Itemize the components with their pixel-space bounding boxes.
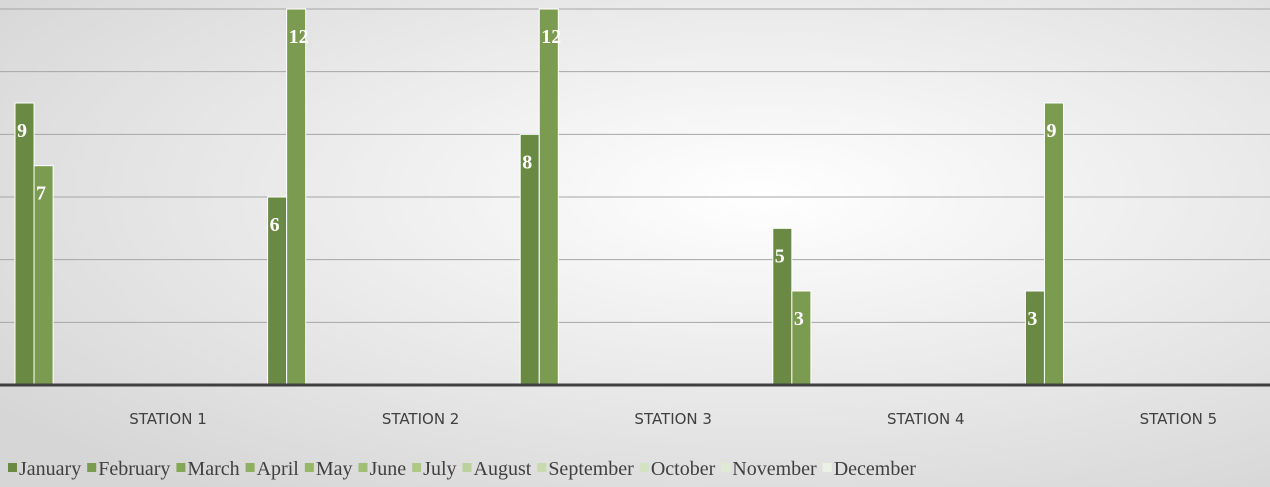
legend-swatch	[462, 463, 472, 472]
bar	[1043, 102, 1064, 386]
legend-swatch	[8, 463, 17, 472]
legend-swatch	[639, 463, 649, 472]
legend-label: June	[370, 458, 407, 480]
bar	[1024, 290, 1045, 386]
legend-swatch	[304, 463, 314, 472]
data-label: 3	[794, 308, 804, 330]
data-label: 5	[775, 245, 785, 267]
legend-label: February	[98, 458, 170, 480]
x-tick-label: STATION 4	[887, 410, 965, 428]
data-label: 12	[289, 26, 309, 48]
legend-swatch	[87, 463, 97, 472]
legend-label: December	[834, 458, 917, 480]
data-label: 3	[1027, 308, 1037, 330]
legend-label: April	[257, 458, 300, 480]
x-tick-label: STATION 3	[634, 410, 712, 428]
legend-swatch	[358, 463, 368, 472]
legend-swatch	[822, 463, 832, 472]
legend-label: November	[732, 458, 817, 480]
legend-label: September	[548, 458, 634, 480]
legend-label: January	[19, 458, 81, 480]
data-label: 8	[522, 151, 532, 173]
legend-swatch	[537, 463, 547, 472]
legend-label: October	[651, 458, 716, 480]
legend-label: July	[423, 458, 456, 480]
bar	[14, 102, 35, 386]
data-label: 12	[541, 26, 561, 48]
x-tick-label: STATION 1	[129, 410, 207, 428]
x-tick-label: STATION 2	[382, 410, 460, 428]
bar	[791, 290, 812, 386]
legend-swatch	[412, 463, 422, 472]
legend-swatch	[721, 463, 731, 472]
legend-label: March	[187, 458, 239, 480]
data-label: 6	[270, 214, 280, 236]
x-tick-label: STATION 5	[1140, 410, 1218, 428]
data-label: 7	[36, 183, 46, 205]
legend-label: August	[474, 458, 532, 480]
data-label: 9	[17, 120, 27, 142]
legend-swatch	[176, 463, 186, 472]
data-label: 9	[1046, 120, 1056, 142]
bar	[538, 8, 559, 386]
legend-swatch	[245, 463, 255, 472]
bar	[286, 8, 307, 386]
legend-label: May	[316, 458, 353, 480]
